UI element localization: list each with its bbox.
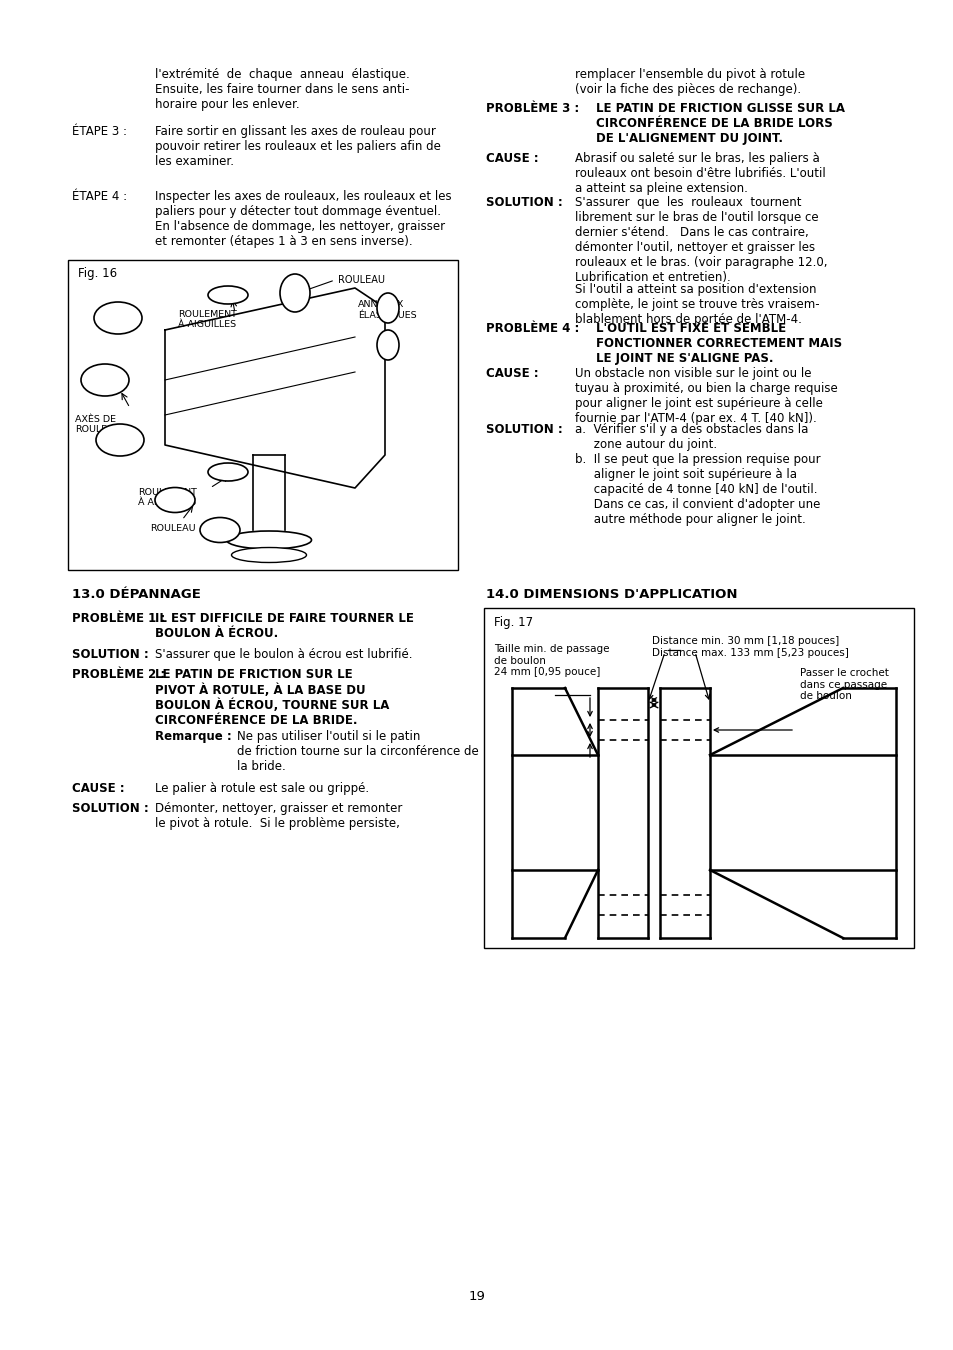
Ellipse shape: [200, 517, 240, 543]
Text: ANNEAUX
ÉLASTIQUES: ANNEAUX ÉLASTIQUES: [357, 300, 416, 320]
Text: a.  Vérifier s'il y a des obstacles dans la
     zone autour du joint.: a. Vérifier s'il y a des obstacles dans …: [575, 423, 807, 451]
Text: PROBLÈME 1 :: PROBLÈME 1 :: [71, 612, 165, 625]
Text: ROULEAU: ROULEAU: [337, 275, 385, 285]
Text: CAUSE :: CAUSE :: [485, 153, 538, 165]
Text: Faire sortir en glissant les axes de rouleau pour
pouvoir retirer les rouleaux e: Faire sortir en glissant les axes de rou…: [154, 126, 440, 167]
Text: AXÈS DE
ROULEAU: AXÈS DE ROULEAU: [75, 414, 120, 435]
Text: Passer le crochet
dans ce passage
de boulon: Passer le crochet dans ce passage de bou…: [800, 668, 888, 701]
Text: ROULEAU: ROULEAU: [150, 524, 195, 533]
Text: ÉTAPE 4 :: ÉTAPE 4 :: [71, 190, 127, 202]
Text: Ne pas utiliser l'outil si le patin
de friction tourne sur la circonférence de
l: Ne pas utiliser l'outil si le patin de f…: [236, 730, 478, 774]
Ellipse shape: [232, 548, 306, 563]
Bar: [68, 261, 457, 570]
Text: S'assurer  que  les  rouleaux  tournent
librement sur le bras de l'outil lorsque: S'assurer que les rouleaux tournent libr…: [575, 196, 826, 284]
Text: IL EST DIFFICILE DE FAIRE TOURNER LE
BOULON À ÉCROU.: IL EST DIFFICILE DE FAIRE TOURNER LE BOU…: [154, 612, 414, 640]
Ellipse shape: [81, 364, 129, 396]
Ellipse shape: [208, 286, 248, 304]
Ellipse shape: [280, 274, 310, 312]
Text: S'assurer que le boulon à écrou est lubrifié.: S'assurer que le boulon à écrou est lubr…: [154, 648, 412, 662]
Text: LE PATIN DE FRICTION GLISSE SUR LA
CIRCONFÉRENCE DE LA BRIDE LORS
DE L'ALIGNEMEN: LE PATIN DE FRICTION GLISSE SUR LA CIRCO…: [596, 103, 844, 144]
Text: Abrasif ou saleté sur le bras, les paliers à
rouleaux ont besoin d'être lubrifié: Abrasif ou saleté sur le bras, les palie…: [575, 153, 825, 194]
Text: ÉTAPE 3 :: ÉTAPE 3 :: [71, 126, 127, 138]
Text: CAUSE :: CAUSE :: [71, 782, 125, 795]
Text: l'extrémité  de  chaque  anneau  élastique.
Ensuite, les faire tourner dans le s: l'extrémité de chaque anneau élastique. …: [154, 68, 410, 111]
Ellipse shape: [226, 531, 312, 549]
Text: Inspecter les axes de rouleaux, les rouleaux et les
paliers pour y détecter tout: Inspecter les axes de rouleaux, les roul…: [154, 190, 451, 248]
Text: PROBLÈME 2 :: PROBLÈME 2 :: [71, 668, 165, 680]
Ellipse shape: [208, 463, 248, 481]
Text: ROULEMENT
À AIGUILLES: ROULEMENT À AIGUILLES: [178, 310, 236, 329]
Ellipse shape: [154, 487, 194, 513]
Ellipse shape: [376, 329, 398, 360]
Polygon shape: [165, 288, 385, 487]
Text: 13.0 DÉPANNAGE: 13.0 DÉPANNAGE: [71, 589, 201, 601]
Text: Un obstacle non visible sur le joint ou le
tuyau à proximité, ou bien la charge : Un obstacle non visible sur le joint ou …: [575, 367, 837, 425]
Text: Remarque :: Remarque :: [154, 730, 232, 742]
Text: Démonter, nettoyer, graisser et remonter
le pivot à rotule.  Si le problème pers: Démonter, nettoyer, graisser et remonter…: [154, 802, 402, 830]
Text: Le palier à rotule est sale ou grippé.: Le palier à rotule est sale ou grippé.: [154, 782, 369, 795]
Text: SOLUTION :: SOLUTION :: [71, 802, 149, 815]
Text: SOLUTION :: SOLUTION :: [485, 423, 562, 436]
Text: SOLUTION :: SOLUTION :: [71, 648, 149, 662]
Text: remplacer l'ensemble du pivot à rotule
(voir la fiche des pièces de rechange).: remplacer l'ensemble du pivot à rotule (…: [575, 68, 804, 96]
Text: Distance min. 30 mm [1,18 pouces]
Distance max. 133 mm [5,23 pouces]: Distance min. 30 mm [1,18 pouces] Distan…: [651, 636, 848, 657]
Text: SOLUTION :: SOLUTION :: [485, 196, 562, 209]
Text: Si l'outil a atteint sa position d'extension
complète, le joint se trouve très v: Si l'outil a atteint sa position d'exten…: [575, 284, 819, 325]
Text: Taille min. de passage
de boulon
24 mm [0,95 pouce]: Taille min. de passage de boulon 24 mm […: [494, 644, 609, 678]
Text: LE PATIN DE FRICTION SUR LE
PIVOT À ROTULE, À LA BASE DU
BOULON À ÉCROU, TOURNE : LE PATIN DE FRICTION SUR LE PIVOT À ROTU…: [154, 668, 389, 728]
Text: PROBLÈME 4 :: PROBLÈME 4 :: [485, 323, 578, 335]
Ellipse shape: [96, 424, 144, 456]
Text: PROBLÈME 3 :: PROBLÈME 3 :: [485, 103, 578, 115]
Text: 14.0 DIMENSIONS D'APPLICATION: 14.0 DIMENSIONS D'APPLICATION: [485, 589, 737, 601]
Bar: [483, 608, 913, 948]
Text: Fig. 17: Fig. 17: [494, 616, 533, 629]
Ellipse shape: [376, 293, 398, 323]
Text: 19: 19: [468, 1291, 485, 1303]
Text: Fig. 16: Fig. 16: [78, 267, 117, 279]
Text: ROULEMENT
À AIGUILLES: ROULEMENT À AIGUILLES: [138, 487, 196, 508]
Text: L'OUTIL EST FIXÉ ET SEMBLE
FONCTIONNER CORRECTEMENT MAIS
LE JOINT NE S'ALIGNE PA: L'OUTIL EST FIXÉ ET SEMBLE FONCTIONNER C…: [596, 323, 841, 364]
Text: b.  Il se peut que la pression requise pour
     aligner le joint soit supérieur: b. Il se peut que la pression requise po…: [575, 454, 820, 526]
Text: CAUSE :: CAUSE :: [485, 367, 538, 379]
Ellipse shape: [94, 302, 142, 333]
